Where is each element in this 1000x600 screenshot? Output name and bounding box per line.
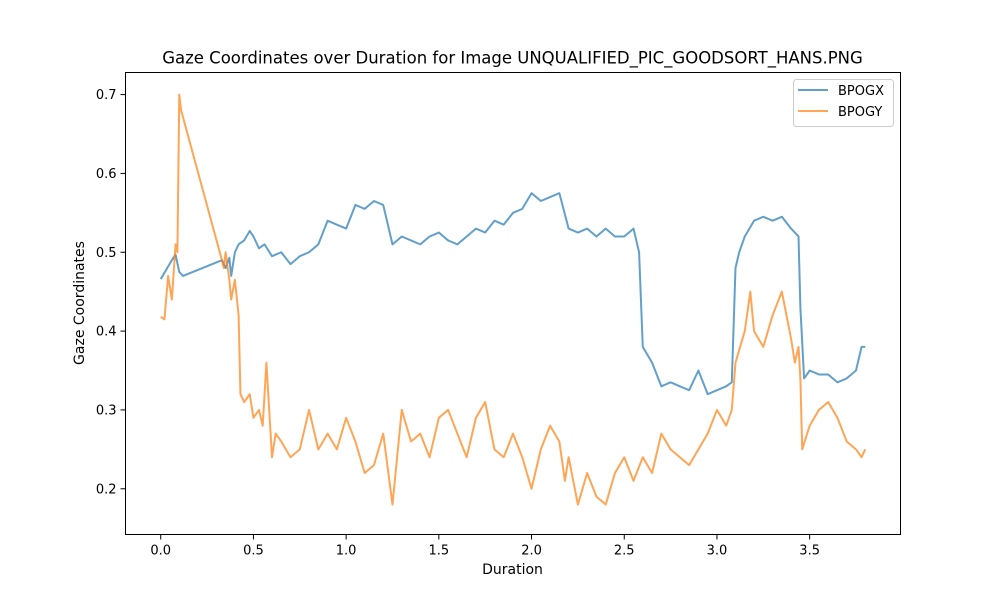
legend-label-bpogy: BPOGY: [838, 105, 882, 120]
x-tick-label: 3.0: [707, 544, 728, 559]
y-tick-label: 0.5: [96, 246, 117, 261]
series-line-bpogy: [160, 93, 867, 506]
chart-title: Gaze Coordinates over Duration for Image…: [162, 49, 863, 69]
y-tick-label: 0.6: [96, 167, 117, 182]
series-line-bpogx: [159, 192, 866, 396]
x-tick-label: 2.5: [614, 544, 635, 559]
x-tick-label: 3.5: [799, 544, 820, 559]
y-axis: 0.2 0.3 0.4 0.5 0.6 0.7: [96, 88, 126, 497]
legend-label-bpogx: BPOGX: [838, 84, 884, 99]
x-tick-label: 1.0: [336, 544, 357, 559]
y-tick-label: 0.7: [96, 88, 117, 103]
plot-frame: [125, 72, 901, 535]
x-tick-label: 2.0: [521, 544, 542, 559]
x-tick-label: 0.0: [150, 544, 171, 559]
legend: BPOGX BPOGY: [793, 79, 894, 127]
y-tick-label: 0.3: [96, 403, 117, 418]
series-lines: [159, 93, 867, 506]
legend-frame: [793, 79, 894, 127]
y-tick-label: 0.2: [96, 482, 117, 497]
x-tick-label: 0.5: [243, 544, 264, 559]
x-axis: 0.0 0.5 1.0 1.5 2.0 2.5 3.0 3.5: [150, 534, 820, 559]
x-tick-label: 1.5: [428, 544, 449, 559]
plot-area: [125, 72, 901, 535]
x-axis-label: Duration: [482, 562, 543, 578]
y-tick-label: 0.4: [96, 325, 117, 340]
y-axis-label: Gaze Coordinates: [72, 241, 88, 365]
